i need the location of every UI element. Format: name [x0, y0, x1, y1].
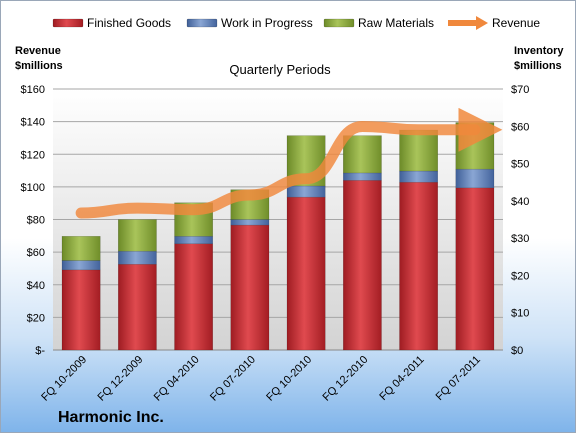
right-tick-label: $20 — [511, 270, 529, 282]
bar-segment — [61, 269, 101, 351]
left-axis-title-line2: $millions — [15, 60, 63, 72]
legend-swatch — [186, 18, 218, 28]
right-tick-label: $10 — [511, 308, 529, 320]
chart-title: Quarterly Periods — [229, 62, 331, 77]
legend-label: Finished Goods — [87, 16, 171, 30]
left-axis-ticks: $- $20 $40 $60 $80 $100 $120 $140 $160 — [21, 84, 46, 357]
right-axis-ticks: $0 $10 $20 $30 $40 $50 $60 $70 — [511, 84, 529, 357]
bar-segment — [399, 170, 438, 183]
x-tick-label: FQ 12-2010 — [321, 354, 371, 404]
bar-segment — [61, 260, 101, 271]
bars — [61, 122, 495, 351]
bar-segment — [118, 250, 157, 265]
x-tick-label: FQ 04-2010 — [152, 354, 202, 404]
right-axis-title-line2: $millions — [514, 60, 562, 72]
x-tick-label: FQ 12-2009 — [96, 354, 146, 404]
bar-segment — [230, 219, 270, 226]
left-tick-label: $80 — [27, 215, 45, 227]
legend-arrow-icon — [476, 16, 488, 30]
bar-segment — [61, 236, 101, 261]
left-tick-label: $20 — [27, 312, 45, 324]
right-tick-label: $0 — [511, 345, 523, 357]
bar-segment — [343, 172, 382, 181]
bar-segment — [174, 236, 213, 244]
left-tick-label: $- — [35, 345, 45, 357]
left-tick-label: $60 — [27, 247, 45, 259]
right-tick-label: $60 — [511, 121, 529, 133]
x-axis-ticks: FQ 10-2009 FQ 12-2009 FQ 04-2010 FQ 07-2010… — [39, 354, 483, 404]
legend-swatch — [323, 18, 355, 28]
bar-segment — [399, 181, 438, 351]
bar-segment — [174, 243, 213, 351]
bar-segment — [118, 263, 157, 351]
legend: Finished Goods Work in Progress Raw Materi… — [52, 16, 540, 30]
legend-label: Work in Progress — [221, 16, 313, 30]
left-tick-label: $160 — [21, 84, 45, 96]
bar-segment — [343, 135, 382, 174]
company-name: Harmonic Inc. — [58, 409, 164, 426]
x-tick-label: FQ 10-2009 — [39, 354, 89, 404]
bar-segment — [455, 187, 495, 351]
bar-segment — [286, 185, 326, 198]
x-tick-label: FQ 07-2011 — [434, 354, 483, 403]
bar-segment — [343, 180, 382, 351]
bar-segment — [455, 168, 495, 189]
left-tick-label: $40 — [27, 280, 45, 292]
x-tick-label: FQ 04-2011 — [377, 354, 426, 403]
bar-segment — [286, 196, 326, 351]
bar-segment — [230, 224, 270, 351]
right-axis-title-line1: Inventory — [514, 45, 564, 57]
bar-segment — [399, 129, 438, 172]
left-tick-label: $140 — [21, 117, 45, 129]
left-axis-title-line1: Revenue — [15, 45, 61, 57]
legend-label: Raw Materials — [358, 16, 434, 30]
legend-swatch — [52, 18, 84, 28]
x-tick-label: FQ 10-2010 — [264, 354, 314, 404]
legend-label: Revenue — [492, 16, 540, 30]
bar-segment — [118, 219, 157, 252]
left-tick-label: $100 — [21, 182, 45, 194]
left-tick-label: $120 — [21, 149, 45, 161]
x-tick-label: FQ 07-2010 — [208, 354, 258, 404]
revenue-line — [75, 107, 503, 219]
right-tick-label: $40 — [511, 196, 529, 208]
revenue-line-path — [75, 107, 503, 219]
right-tick-label: $50 — [511, 159, 529, 171]
right-tick-label: $30 — [511, 233, 529, 245]
right-tick-label: $70 — [511, 84, 529, 96]
